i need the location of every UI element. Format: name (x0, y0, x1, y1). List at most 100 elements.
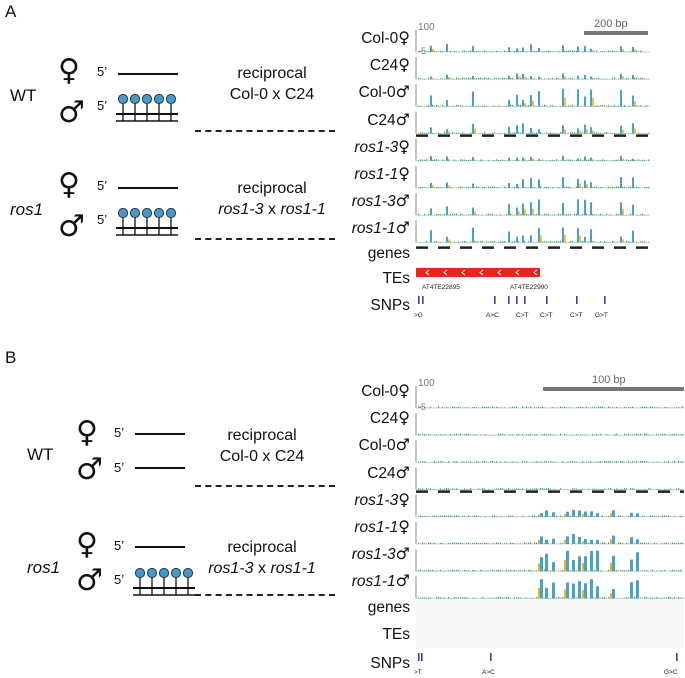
methylation-peak (538, 228, 540, 243)
coverage-bar (594, 516, 596, 517)
coverage-bar (594, 241, 596, 243)
chh-peak (432, 185, 434, 188)
methylation-peak (577, 199, 579, 216)
female-symbol: ♀ (58, 167, 80, 202)
coverage-bar (612, 241, 614, 243)
coverage-bar (552, 187, 554, 188)
coverage-bar (680, 597, 682, 599)
coverage-bar (634, 596, 636, 599)
coverage-bar (588, 461, 590, 463)
female-symbol: ♀ (398, 55, 410, 75)
methylation-peak (530, 235, 532, 243)
coverage-bar (508, 570, 510, 572)
coverage-bar (460, 159, 462, 161)
coverage-bar (436, 51, 438, 52)
methylation-peak (566, 582, 569, 599)
coverage-bar (556, 240, 558, 243)
coverage-bar (554, 160, 556, 161)
coverage-bar (476, 78, 478, 80)
coverage-bar (454, 159, 456, 161)
chh-peak (432, 48, 434, 52)
methylation-peak (577, 158, 579, 161)
coverage-bar (632, 461, 634, 463)
coverage-bar (664, 407, 666, 408)
coverage-bar (626, 159, 628, 161)
coverage-bar (664, 597, 666, 599)
coverage-bar (596, 433, 598, 436)
coverage-bar (644, 78, 646, 80)
coverage-bar (616, 186, 618, 188)
wt-label: WT (27, 445, 54, 464)
methylation-peak (632, 123, 634, 134)
coverage-bar (638, 186, 640, 188)
coverage-bar (422, 461, 424, 463)
methylation-peak (584, 511, 587, 517)
coverage-bar (478, 186, 480, 188)
coverage-bar (596, 461, 598, 463)
coverage-bar (496, 214, 498, 216)
coverage-bar (462, 543, 464, 544)
coverage-bar (576, 488, 578, 490)
coverage-bar (640, 433, 642, 436)
coverage-bar (576, 407, 578, 408)
coverage-bar (502, 570, 504, 572)
coverage-bar (656, 434, 658, 436)
coverage-bar (558, 50, 560, 52)
coverage-bar (500, 159, 502, 161)
coverage-bar (420, 488, 422, 490)
coverage-bar (440, 434, 442, 436)
coverage-bar (604, 407, 606, 408)
coverage-bar (488, 241, 490, 243)
coverage-bar (492, 186, 494, 188)
coverage-bar (672, 542, 674, 544)
coverage-bar (422, 542, 424, 544)
coverage-bar (632, 434, 634, 436)
coverage-bar (606, 78, 608, 80)
chh-peak (518, 211, 520, 216)
coverage-bar (496, 406, 498, 408)
coverage-bar (642, 213, 644, 216)
coverage-bar (462, 241, 464, 243)
coverage-bar (592, 213, 594, 216)
coverage-bar (614, 187, 616, 188)
coverage-bar (570, 461, 572, 463)
coverage-bar (582, 407, 584, 408)
coverage-bar (566, 434, 568, 436)
coverage-bar (640, 460, 642, 463)
coverage-bar (524, 542, 526, 544)
track-label: ros1-3♂ (300, 544, 410, 564)
coverage-bar (592, 488, 594, 490)
coverage-bar (550, 461, 552, 463)
coverage-bar (592, 241, 594, 243)
chh-peak (564, 76, 566, 80)
coverage-bar (520, 214, 522, 216)
coverage-bar (672, 569, 674, 572)
coverage-bar (426, 133, 428, 134)
methylation-peak (516, 236, 518, 243)
coverage-bar (438, 461, 440, 463)
track-name: C24 (369, 57, 399, 75)
coverage-bar (624, 570, 626, 572)
coverage-bar (450, 570, 452, 572)
coverage-bar (598, 406, 600, 408)
coverage-bar (630, 461, 632, 463)
coverage-bar (482, 214, 484, 216)
coverage-bar (648, 186, 650, 188)
coverage-bar (544, 241, 546, 243)
coverage-bar (436, 105, 438, 107)
chh-peak (564, 234, 566, 243)
coverage-bar (582, 460, 584, 463)
coverage-bar (550, 51, 552, 52)
coverage-bar (478, 105, 480, 107)
coverage-bar (448, 542, 450, 544)
female-symbol: ♀ (398, 28, 410, 47)
chh-peak (540, 159, 542, 161)
coverage-bar (440, 515, 442, 517)
coverage-bar (424, 433, 426, 436)
coverage-bar (612, 78, 614, 80)
coverage-bar (522, 434, 524, 436)
coverage-bar (464, 543, 466, 544)
coverage-bar (436, 434, 438, 436)
coverage-bar (458, 406, 460, 408)
coverage-bar (592, 159, 594, 161)
